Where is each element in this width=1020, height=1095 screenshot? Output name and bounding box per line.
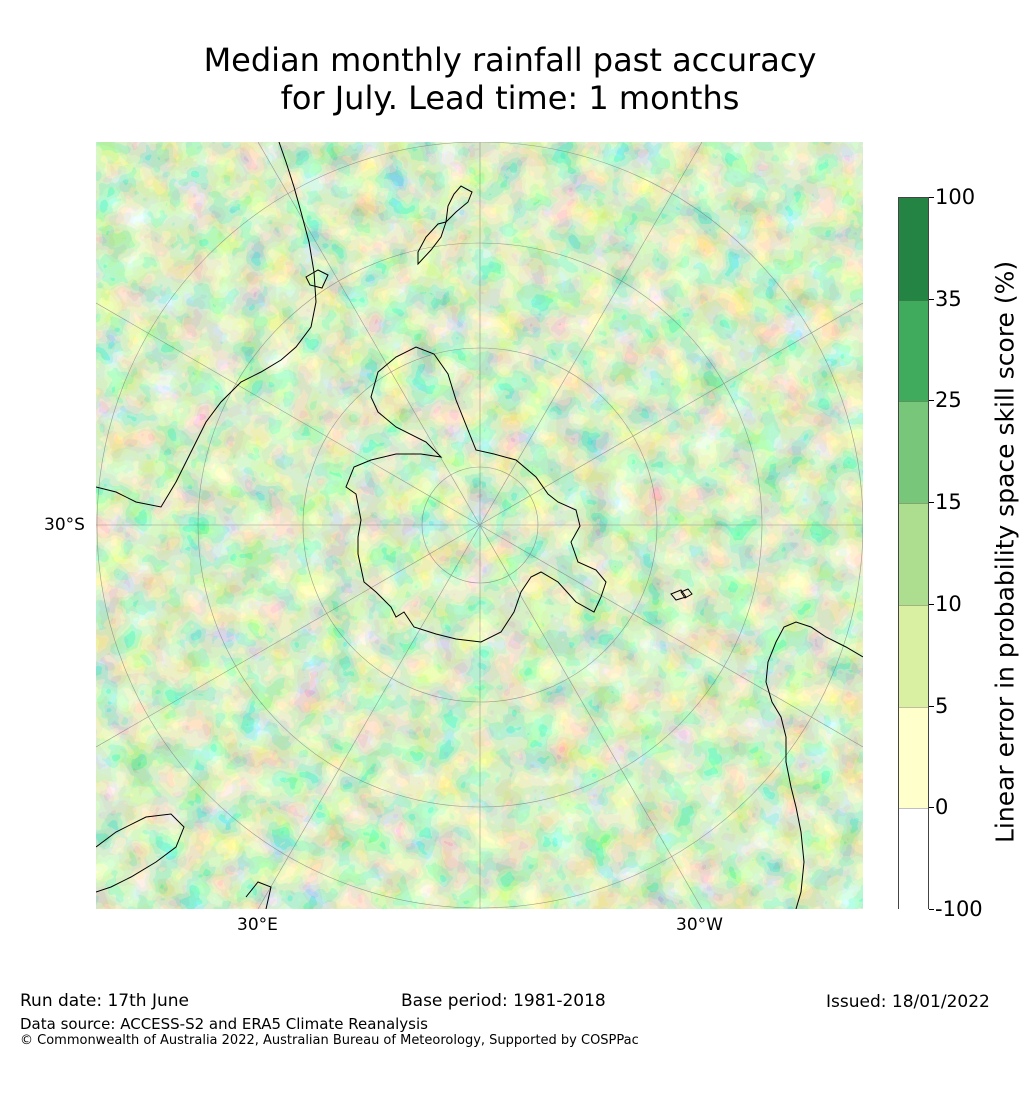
skill-score-field — [96, 142, 863, 909]
colorbar-bin — [899, 198, 928, 300]
colorbar-label: Linear error in probability space skill … — [990, 260, 1020, 843]
new-zealand-south-island — [417, 221, 447, 266]
data-source: Data source: ACCESS-S2 and ERA5 Climate … — [20, 1015, 428, 1033]
graticule — [96, 142, 863, 909]
colorbar-tick-label: 0 — [935, 795, 949, 820]
colorbar-bin — [899, 604, 928, 708]
south-georgia-coast — [670, 589, 687, 601]
colorbar-tick-label: 35 — [935, 286, 962, 311]
colorbar-tick-mark — [929, 299, 934, 300]
colorbar-tick-label: 25 — [935, 388, 962, 413]
colorbar-bin — [899, 503, 928, 607]
base-period: Base period: 1981-2018 — [401, 991, 606, 1011]
map-title-line-2: for July. Lead time: 1 months — [280, 79, 740, 117]
colorbar-tick-mark — [929, 706, 934, 707]
longitude-label-30w: 30°W — [676, 915, 723, 935]
madagascar-coast — [245, 881, 272, 909]
skill-score-map — [96, 142, 863, 909]
longitude-label-30e: 30°E — [237, 915, 278, 935]
new-zealand-north-island — [445, 185, 473, 224]
latitude-label-30s: 30°S — [44, 515, 85, 535]
south-america-coast — [765, 621, 863, 909]
colorbar-tick-mark — [929, 502, 934, 503]
issued-date: Issued: 18/01/2022 — [826, 992, 990, 1012]
falklands-coast — [680, 588, 693, 599]
tasmania-coast — [305, 269, 329, 289]
colorbar-tick-mark — [929, 400, 934, 401]
meridian-60w — [96, 302, 863, 748]
colorbar-tick-mark — [929, 604, 934, 605]
colorbar-bin — [899, 299, 928, 403]
colorbar-bin — [899, 808, 928, 912]
copyright-notice: © Commonwealth of Australia 2022, Austra… — [20, 1033, 639, 1048]
colorbar-bin — [899, 401, 928, 505]
colorbar-tick-label: -100 — [935, 897, 983, 921]
colorbar-tick-label: 5 — [935, 693, 949, 718]
africa-coast — [96, 813, 185, 893]
colorbar-tick-mark — [929, 909, 934, 910]
colorbar-tick-label: 10 — [935, 591, 962, 616]
colorbar-tick-label: 15 — [935, 490, 962, 515]
map-title-line-1: Median monthly rainfall past accuracy — [203, 41, 817, 79]
colorbar-tick-mark — [929, 197, 934, 198]
colorbar — [898, 197, 929, 912]
coastlines — [96, 142, 863, 909]
antarctica-coast — [345, 346, 607, 643]
run-date: Run date: 17th June — [20, 991, 189, 1011]
colorbar-bin — [899, 706, 928, 810]
colorbar-tick-mark — [929, 807, 934, 808]
australia-coast — [96, 142, 317, 508]
colorbar-tick-label: 100 — [935, 185, 976, 209]
